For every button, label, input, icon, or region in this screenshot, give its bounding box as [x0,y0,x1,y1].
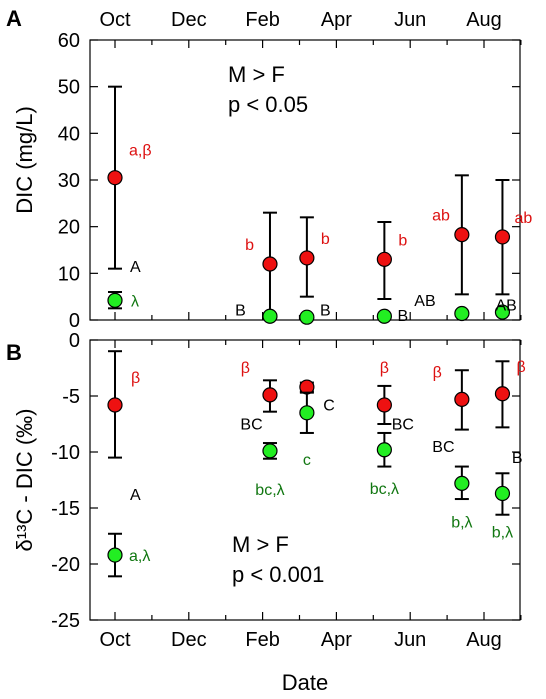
x-tick-label: Apr [321,629,352,651]
significance-label: a,λ [129,548,150,565]
panel-label: B [6,340,22,365]
group-letter: A [130,487,141,504]
male-point [299,250,315,266]
significance-label: b,λ [451,514,472,531]
y-tick-label: 0 [69,330,80,352]
x-tick-label: Oct [99,9,131,31]
y-tick-label: -10 [51,442,80,464]
significance-label: b,λ [492,524,513,541]
significance-label: β [380,360,389,377]
x-tick-label: Aug [466,629,502,651]
female-point [107,292,123,308]
x-tick-label: Feb [245,629,279,651]
significance-label: β [433,364,442,381]
group-letter: A [130,259,141,276]
significance-label: bc,λ [370,481,399,498]
female-point [454,305,470,322]
stat-annotation: p < 0.001 [232,562,324,587]
y-tick-label: 40 [58,123,80,145]
panel-label: A [6,6,22,31]
x-tick-label: Dec [171,9,207,31]
group-letter: AB [414,293,435,310]
group-letter: B [235,302,246,319]
group-letter: B [320,302,331,319]
y-tick-label: -15 [51,498,80,520]
significance-label: β [516,359,525,376]
female-point [107,547,123,563]
x-tick-label: Feb [245,9,279,31]
significance-label: β [131,370,140,387]
male-point [376,251,392,267]
group-letter: AB [495,298,516,315]
female-point [494,304,511,320]
stat-annotation: p < 0.05 [228,92,308,117]
group-letter: C [323,398,335,415]
group-letter: B [512,450,523,467]
y-axis-label: DIC (mg/L) [12,106,37,214]
x-tick-label: Dec [171,629,207,651]
y-tick-label: 50 [58,77,80,99]
significance-label: ab [514,210,532,227]
x-axis-label: Date [282,670,328,695]
y-tick-label: -20 [51,554,80,576]
significance-label: a,β [129,143,152,160]
male-point [262,256,278,272]
y-tick-label: 60 [58,30,80,52]
significance-label: ab [432,208,450,225]
y-tick-label: 30 [58,170,80,192]
female-point [262,443,278,459]
x-tick-label: Oct [99,629,131,651]
significance-label: b [245,237,254,254]
stat-annotation: M > F [228,62,285,87]
female-point [299,309,315,325]
significance-label: c [303,452,311,469]
female-point [376,308,392,324]
y-tick-label: 0 [69,310,80,332]
x-tick-label: Jun [394,9,426,31]
significance-label: b [398,232,407,249]
x-tick-label: Jun [394,629,426,651]
male-point [376,397,392,413]
female-point [494,485,511,502]
plot-frame [89,39,521,321]
female-point [262,308,278,324]
panel-a: 0 10 20 30 40 50 60 Oct Dec Feb Apr Jun Aug A DIC (mg/… [6,6,532,332]
female-point [376,442,392,458]
group-letter: BC [432,439,454,456]
male-point [494,229,511,245]
male-point [107,170,123,186]
male-point [454,227,470,243]
x-tick-label: Apr [321,9,352,31]
group-letter: BC [392,417,414,434]
y-tick-label: 20 [58,217,80,239]
significance-label: b [321,231,330,248]
female-point [454,475,470,491]
plot-frame [89,339,521,621]
group-letter: BC [240,417,262,434]
y-tick-label: 10 [58,263,80,285]
male-point [107,397,123,413]
male-point [262,387,278,403]
significance-label: β [241,360,250,377]
x-tick-label: Aug [466,9,502,31]
female-point [299,405,315,421]
significance-label: bc,λ [255,482,284,499]
male-point [494,386,511,402]
male-point [454,391,470,407]
stat-annotation: M > F [232,532,289,557]
significance-label: λ [131,293,139,310]
y-axis-label: δ¹³C - DIC (‰) [12,409,37,552]
group-letter: B [397,308,408,325]
y-tick-label: -25 [51,610,80,632]
y-tick-label: -5 [62,386,80,408]
